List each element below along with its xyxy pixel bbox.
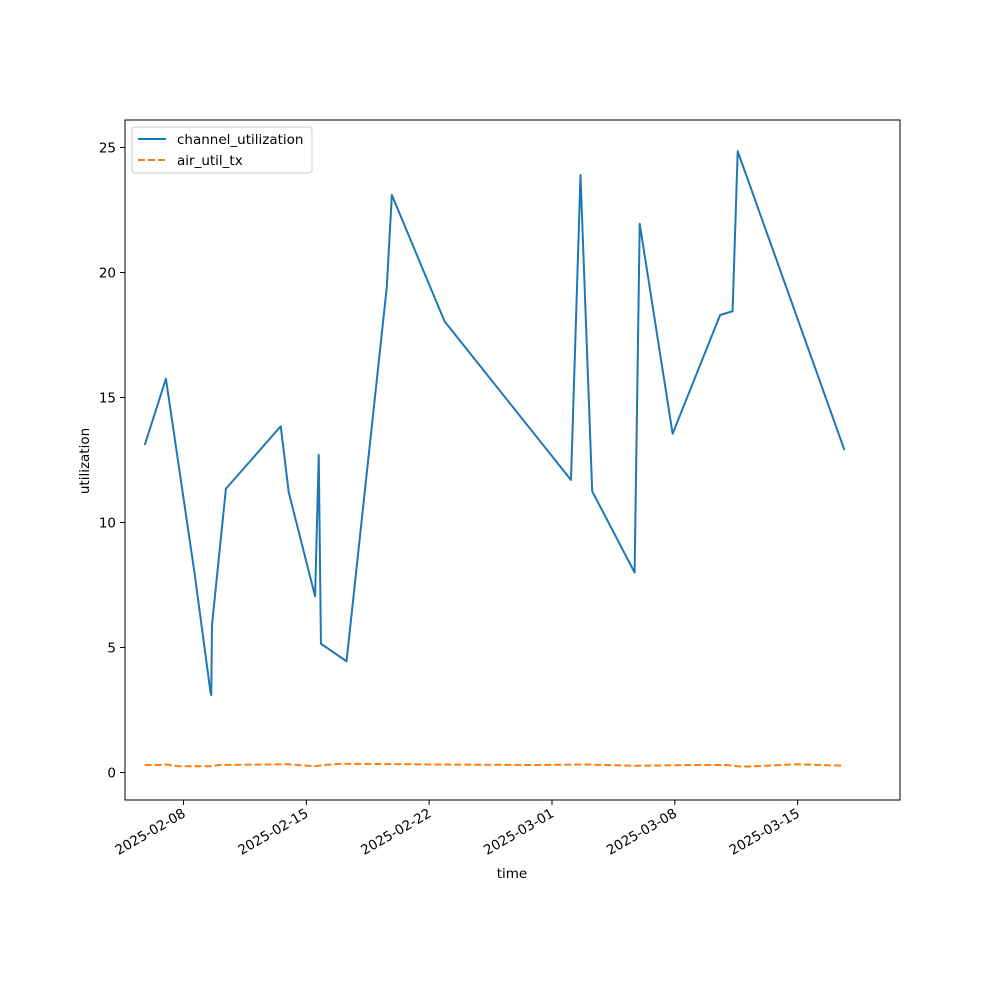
series-line-channel-utilization bbox=[143, 150, 846, 696]
y-tick-label: 5 bbox=[107, 641, 116, 657]
y-tick-label: 10 bbox=[99, 516, 116, 532]
x-tick-label: 2025-03-08 bbox=[604, 806, 680, 859]
y-tick-label: 0 bbox=[107, 766, 116, 782]
plot-area bbox=[124, 119, 901, 801]
x-axis-label: time bbox=[497, 866, 528, 882]
y-tick-label: 25 bbox=[99, 141, 116, 157]
y-axis-ticks: 0 5 10 15 20 25 bbox=[99, 141, 125, 782]
series-line-air-util-tx bbox=[144, 762, 845, 768]
y-axis-label: utilization bbox=[77, 428, 93, 494]
legend-box bbox=[131, 126, 313, 174]
x-tick-label: 2025-02-08 bbox=[113, 806, 189, 859]
legend: channel_utilization air_util_tx bbox=[131, 126, 313, 174]
legend-label-channel-utilization: channel_utilization bbox=[177, 132, 304, 148]
x-tick-label: 2025-03-01 bbox=[481, 806, 557, 859]
x-tick-label: 2025-02-15 bbox=[235, 806, 311, 859]
x-tick-label: 2025-02-22 bbox=[358, 806, 434, 859]
x-axis-ticks: 2025-02-08 2025-02-15 2025-02-22 2025-03-01… bbox=[113, 800, 803, 859]
x-tick-label: 2025-03-15 bbox=[727, 806, 803, 859]
y-tick-label: 15 bbox=[99, 391, 116, 407]
plot-frame bbox=[124, 119, 901, 801]
y-tick-label: 20 bbox=[99, 266, 116, 282]
legend-label-air-util-tx: air_util_tx bbox=[177, 153, 243, 169]
series-layer bbox=[143, 150, 846, 768]
